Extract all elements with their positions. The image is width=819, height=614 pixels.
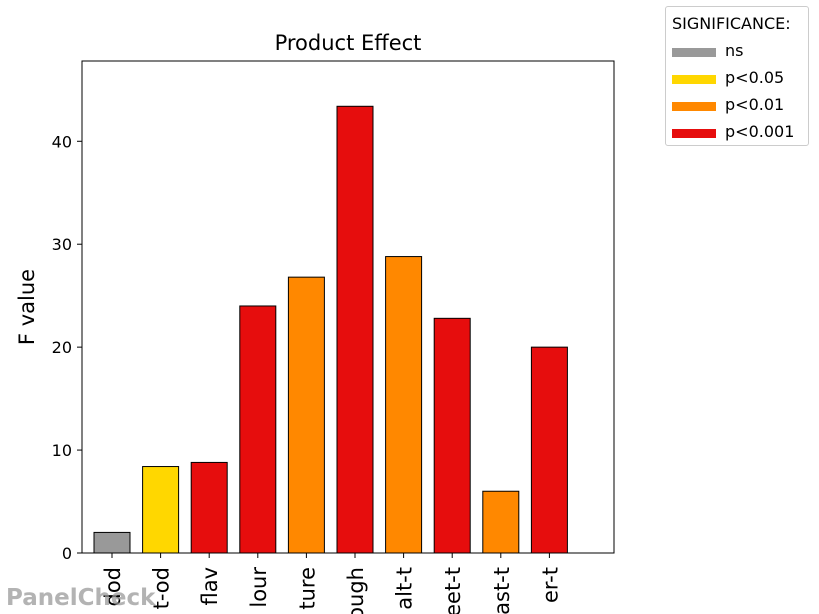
legend-label: ns — [725, 41, 744, 60]
x-tick-label: dod — [101, 567, 125, 607]
legend: SIGNIFICANCE: ns p<0.05 p<0.01 p<0.001 — [665, 6, 809, 146]
bar-ture — [287, 276, 325, 554]
bar-ough — [336, 105, 374, 554]
bar-eet-t — [433, 317, 471, 554]
legend-swatch — [672, 102, 716, 111]
x-tick-label: alt-t — [393, 567, 417, 610]
bar-ast-t — [482, 490, 520, 554]
legend-swatch — [672, 129, 716, 138]
x-tick-label: lour — [247, 567, 271, 608]
y-tick-label: 20 — [52, 338, 72, 357]
x-tick-label: ast-t — [490, 567, 514, 614]
legend-swatch — [672, 48, 716, 57]
y-tick-label: 10 — [52, 441, 72, 460]
legend-item: p<0.01 — [672, 95, 812, 115]
legend-item: ns — [672, 41, 812, 61]
legend-item: p<0.05 — [672, 68, 812, 88]
x-tick-label: eet-t — [441, 567, 465, 614]
x-tick-label: er-t — [538, 567, 562, 603]
y-tick-label: 40 — [52, 132, 72, 151]
y-tick-label: 30 — [52, 235, 72, 254]
x-tick-label: ture — [295, 567, 319, 610]
bar-t-od — [142, 466, 180, 554]
bar-dod — [93, 531, 131, 554]
bar-lour — [239, 305, 277, 554]
legend-label: p<0.05 — [725, 68, 785, 87]
x-tick-label: t-od — [150, 567, 174, 609]
y-tick-label: 0 — [62, 544, 72, 563]
plot-frame — [81, 60, 615, 554]
legend-label: p<0.001 — [725, 122, 795, 141]
chart-title: Product Effect — [275, 31, 422, 55]
watermark-logo: PanelCheck — [6, 585, 156, 611]
bar-er-t — [530, 346, 568, 554]
y-axis-label: F value — [15, 269, 39, 345]
x-tick-label: ough — [344, 567, 368, 614]
legend-title: SIGNIFICANCE: — [672, 14, 791, 33]
bar-flav — [190, 461, 228, 554]
x-tick-label: flav — [198, 567, 222, 606]
bar-alt-t — [385, 256, 423, 554]
legend-item: p<0.001 — [672, 122, 812, 142]
legend-label: p<0.01 — [725, 95, 785, 114]
legend-swatch — [672, 75, 716, 84]
